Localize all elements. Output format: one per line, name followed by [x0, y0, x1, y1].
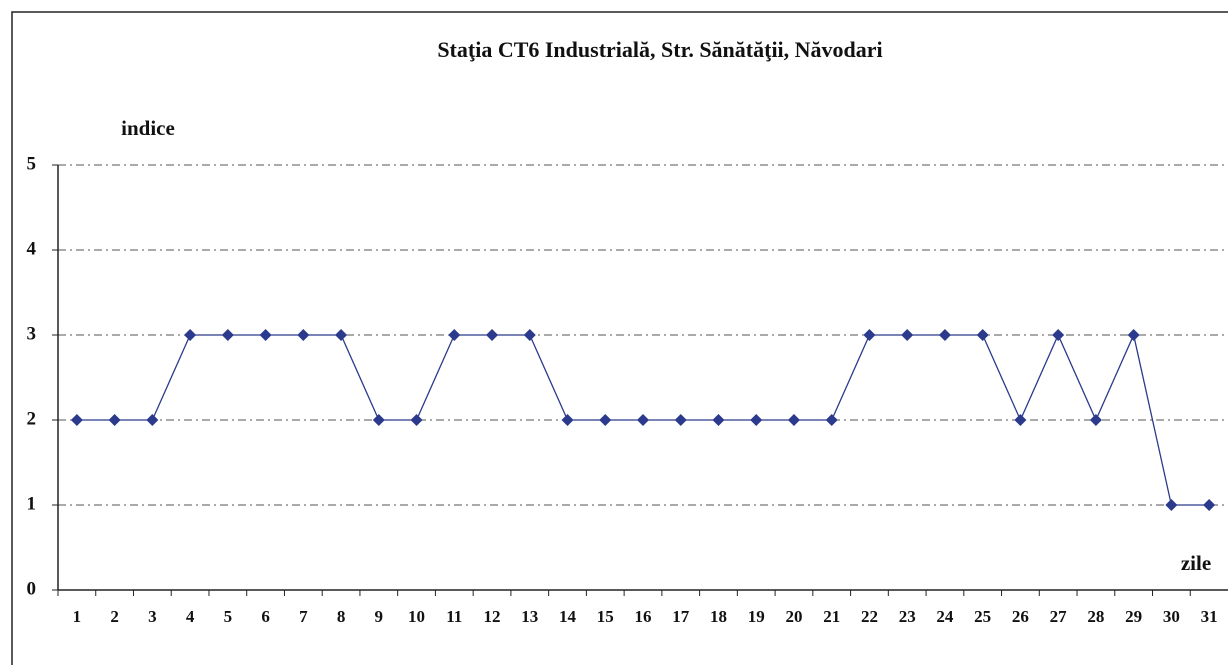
x-tick-label: 9 [375, 607, 384, 626]
x-tick-label: 17 [672, 607, 690, 626]
data-point [70, 414, 83, 426]
data-point [787, 414, 800, 426]
x-tick-label: 15 [597, 607, 614, 626]
x-tick-label: 10 [408, 607, 425, 626]
data-point [1127, 329, 1140, 341]
y-tick-label: 3 [27, 323, 37, 344]
x-tick-label: 18 [710, 607, 727, 626]
x-tick-label: 20 [785, 607, 802, 626]
x-tick-label: 30 [1163, 607, 1180, 626]
x-tick-label: 2 [110, 607, 119, 626]
data-point [486, 329, 499, 341]
data-point [221, 329, 234, 341]
x-tick-label: 3 [148, 607, 157, 626]
data-point [712, 414, 725, 426]
data-point [108, 414, 121, 426]
data-point [825, 414, 838, 426]
x-tick-label: 4 [186, 607, 195, 626]
data-point [184, 329, 197, 341]
x-tick-label: 1 [73, 607, 82, 626]
data-point [976, 329, 989, 341]
data-point [561, 414, 574, 426]
x-tick-label: 12 [484, 607, 501, 626]
data-point [1052, 329, 1065, 341]
x-tick-label: 23 [899, 607, 916, 626]
data-point [1165, 499, 1178, 511]
x-tick-label: 31 [1201, 607, 1218, 626]
frame [11, 11, 1228, 665]
x-tick-label: 5 [224, 607, 233, 626]
x-tick-label: 19 [748, 607, 765, 626]
data-point [674, 414, 687, 426]
data-point [750, 414, 763, 426]
y-axis-label: indice [121, 116, 175, 140]
data-point [448, 329, 461, 341]
x-axis-label: zile [1181, 551, 1211, 575]
data-point [335, 329, 348, 341]
data-point [372, 414, 385, 426]
data-point [599, 414, 612, 426]
y-tick-label: 0 [27, 578, 37, 599]
x-tick-label: 6 [261, 607, 270, 626]
data-point [523, 329, 536, 341]
x-tick-label: 11 [446, 607, 462, 626]
y-tick-label: 5 [27, 153, 37, 174]
data-point [1014, 414, 1027, 426]
x-tick-label: 29 [1125, 607, 1142, 626]
x-tick-label: 7 [299, 607, 308, 626]
x-tick-label: 27 [1050, 607, 1068, 626]
data-point [637, 414, 649, 426]
data-point [410, 414, 423, 426]
data-point [259, 329, 272, 341]
data-point [1203, 499, 1216, 511]
x-tick-label: 16 [635, 607, 652, 626]
x-tick-label: 8 [337, 607, 346, 626]
x-tick-label: 13 [521, 607, 538, 626]
y-tick-label: 2 [27, 408, 37, 429]
x-tick-label: 22 [861, 607, 878, 626]
x-tick-label: 14 [559, 607, 577, 626]
data-point [938, 329, 951, 341]
data-point [1089, 414, 1102, 426]
data-point [863, 329, 876, 341]
x-tick-label: 25 [974, 607, 991, 626]
x-tick-label: 28 [1087, 607, 1104, 626]
x-tick-label: 24 [936, 607, 954, 626]
data-point [297, 329, 310, 341]
x-tick-label: 21 [823, 607, 840, 626]
y-tick-label: 4 [27, 238, 37, 259]
y-tick-label: 1 [27, 493, 37, 514]
data-point [146, 414, 159, 426]
data-point [901, 329, 914, 341]
x-tick-label: 26 [1012, 607, 1029, 626]
chart-title: Staţia CT6 Industrială, Str. Sănătăţii, … [437, 37, 882, 62]
